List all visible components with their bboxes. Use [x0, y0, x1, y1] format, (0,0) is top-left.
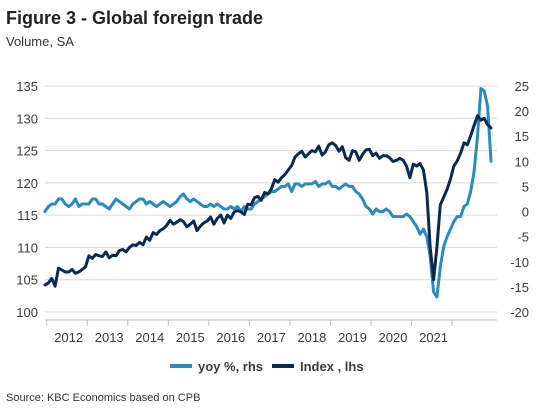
y-left-tick-label: 110 [17, 240, 38, 255]
y-left-tick-label: 130 [16, 111, 38, 126]
x-tick-label: 2015 [176, 330, 205, 345]
x-tick-label: 2014 [135, 330, 164, 345]
x-tick-label: 2016 [216, 330, 245, 345]
x-tick-label: 2019 [338, 330, 367, 345]
y-left-tick-label: 135 [16, 79, 38, 94]
chart-title: Figure 3 - Global foreign trade [6, 8, 264, 28]
y-right-tick-label: -15 [510, 280, 529, 295]
y-right-tick-label: 0 [522, 205, 529, 220]
series-lines [43, 87, 493, 299]
y-right-tick-label: -20 [510, 305, 529, 320]
source-note: Source: KBC Economics based on CPB [6, 392, 201, 404]
x-tick-label: 2021 [419, 330, 448, 345]
series-index-line [43, 114, 493, 288]
y-axis-left-labels: 100 105 110 115 120 125 130 135 [16, 79, 38, 320]
y-left-tick-label: 120 [16, 176, 38, 191]
y-left-tick-label: 100 [16, 305, 38, 320]
y-right-tick-label: 15 [515, 129, 529, 144]
gridlines [45, 85, 497, 313]
chart-subtitle: Volume, SA [6, 34, 74, 49]
y-right-tick-label: 20 [515, 104, 529, 119]
x-tick-label: 2013 [95, 330, 124, 345]
x-axis [45, 319, 497, 326]
y-right-tick-label: 10 [515, 154, 529, 169]
legend: yoy %, rhs Index , lhs [170, 359, 364, 374]
y-left-tick-label: 125 [16, 144, 38, 159]
x-tick-label: 2020 [379, 330, 408, 345]
y-right-tick-label: 25 [515, 79, 529, 94]
y-left-tick-label: 105 [16, 273, 38, 288]
x-tick-label: 2012 [54, 330, 83, 345]
legend-label-0: yoy %, rhs [198, 359, 263, 374]
x-axis-labels: 2012 2013 2014 2015 2016 2017 2018 2019 2020 2021 [54, 330, 448, 345]
y-right-tick-label: 5 [522, 179, 529, 194]
y-axis-right-labels: -20 -15 -10 -5 0 5 10 15 20 25 [510, 79, 529, 320]
legend-label-1: Index , lhs [300, 359, 364, 374]
y-right-tick-label: -5 [517, 230, 529, 245]
y-right-tick-label: -10 [510, 255, 529, 270]
y-left-tick-label: 115 [17, 208, 38, 223]
x-tick-label: 2018 [297, 330, 326, 345]
x-tick-label: 2017 [257, 330, 286, 345]
